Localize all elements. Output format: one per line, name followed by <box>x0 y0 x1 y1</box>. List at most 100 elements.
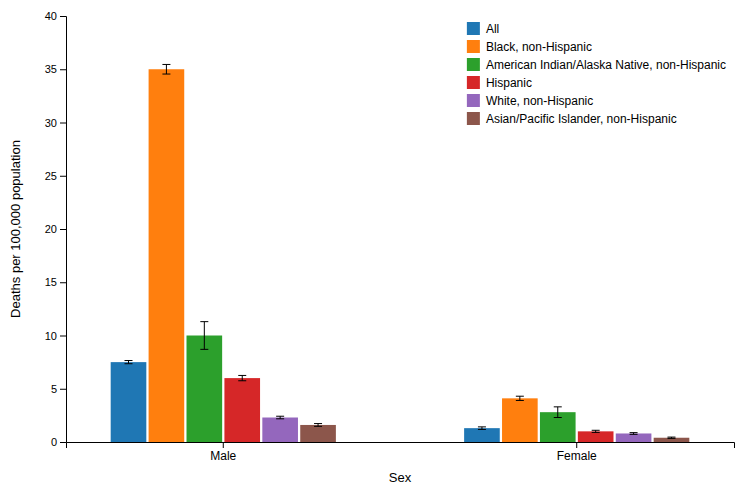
y-tick-mark <box>60 336 66 337</box>
error-bar-cap <box>314 426 322 427</box>
legend-swatch <box>467 22 480 35</box>
bar <box>262 418 298 442</box>
y-tick: 30 <box>45 117 66 129</box>
y-tick-label: 35 <box>45 63 57 75</box>
error-bar-cap <box>554 417 562 418</box>
error-bar-cap <box>592 430 600 431</box>
error-bar-cap <box>162 74 170 75</box>
bar-series <box>187 322 576 442</box>
bar <box>111 362 147 442</box>
x-tick: Male <box>210 442 236 463</box>
error-bar-cap <box>238 380 246 381</box>
y-tick-mark <box>60 16 66 17</box>
error-bar-cap <box>125 363 133 364</box>
y-axis: 0 5 10 15 20 25 30 35 40 <box>45 10 67 448</box>
x-axis-line <box>67 443 735 449</box>
legend-item: All <box>467 22 499 36</box>
y-tick-label: 10 <box>45 330 57 342</box>
error-bar <box>667 437 675 438</box>
error-bar-line <box>557 407 558 418</box>
error-bar-cap <box>276 418 284 419</box>
error-bar <box>125 361 133 364</box>
bar <box>300 425 336 442</box>
bar <box>578 431 614 442</box>
y-tick-mark <box>60 282 66 283</box>
error-bar-cap <box>314 423 322 424</box>
legend-label: American Indian/Alaska Native, non-Hispa… <box>486 58 726 72</box>
legend-item: Hispanic <box>467 76 532 90</box>
legend-item: White, non-Hispanic <box>467 94 593 108</box>
bar <box>654 438 690 442</box>
y-axis-line <box>60 17 67 443</box>
error-bar <box>592 430 600 432</box>
legend-swatch <box>467 40 480 53</box>
chart: 0510152025303540MaleFemaleSexDeaths per … <box>0 0 750 494</box>
legend-swatch <box>467 76 480 89</box>
y-tick-label: 15 <box>45 276 57 288</box>
y-tick-mark <box>60 389 66 390</box>
y-tick-mark <box>60 123 66 124</box>
y-tick-label: 5 <box>51 383 57 395</box>
y-tick: 10 <box>45 330 66 342</box>
y-tick-mark <box>60 442 66 443</box>
legend-label: Hispanic <box>486 76 532 90</box>
x-tick-label: Female <box>557 449 597 463</box>
legend-label: Asian/Pacific Islander, non-Hispanic <box>486 112 677 126</box>
error-bar <box>276 416 284 419</box>
y-tick: 15 <box>45 276 66 288</box>
error-bar <box>314 424 322 427</box>
error-bar-cap <box>478 426 486 427</box>
y-tick-mark <box>60 176 66 177</box>
legend-label: White, non-Hispanic <box>486 94 593 108</box>
legend-item: American Indian/Alaska Native, non-Hispa… <box>467 58 726 72</box>
error-bar-cap <box>478 429 486 430</box>
bar <box>464 428 500 442</box>
y-axis-title: Deaths per 100,000 population <box>8 140 23 318</box>
legend-swatch <box>467 58 480 71</box>
legend-item: Black, non-Hispanic <box>467 40 592 54</box>
error-bar-cap <box>162 64 170 65</box>
error-bar-cap <box>125 360 133 361</box>
y-tick-label: 40 <box>45 10 57 22</box>
legend-swatch <box>467 94 480 107</box>
y-tick-mark <box>60 69 66 70</box>
bar <box>502 398 538 442</box>
legend-item: Asian/Pacific Islander, non-Hispanic <box>467 112 677 126</box>
x-tick-mark <box>576 442 577 448</box>
error-bar <box>478 427 486 430</box>
legend: All Black, non-Hispanic American Indian/Al… <box>467 22 726 126</box>
legend-label: Black, non-Hispanic <box>486 40 592 54</box>
error-bar <box>238 375 246 380</box>
bar-series <box>300 424 689 442</box>
bar <box>224 378 260 442</box>
legend-label: All <box>486 22 499 36</box>
error-bar-cap <box>516 400 524 401</box>
bar-series <box>262 416 651 442</box>
error-bar-line <box>204 322 205 350</box>
error-bar-cap <box>516 396 524 397</box>
error-bar-cap <box>200 321 208 322</box>
error-bar <box>630 433 638 435</box>
plot: 0510152025303540MaleFemaleSexDeaths per … <box>8 10 735 485</box>
error-bar-cap <box>630 432 638 433</box>
y-tick-label: 20 <box>45 223 57 235</box>
y-tick-label: 25 <box>45 170 57 182</box>
y-tick: 35 <box>45 63 66 75</box>
x-tick-mark <box>223 442 224 448</box>
bar <box>187 336 223 443</box>
error-bar-cap <box>238 375 246 376</box>
error-bar-cap <box>667 437 675 438</box>
y-tick: 5 <box>51 383 66 395</box>
error-bar-cap <box>592 432 600 433</box>
error-bar <box>516 396 524 400</box>
error-bar-cap <box>200 349 208 350</box>
error-bar-cap <box>554 406 562 407</box>
marks <box>111 64 690 442</box>
bar-series <box>224 375 613 442</box>
bar <box>616 433 652 442</box>
error-bar-line <box>242 375 243 380</box>
y-tick-label: 0 <box>51 436 57 448</box>
error-bar-line <box>166 64 167 74</box>
error-bar-cap <box>276 416 284 417</box>
error-bar-cap <box>667 438 675 439</box>
